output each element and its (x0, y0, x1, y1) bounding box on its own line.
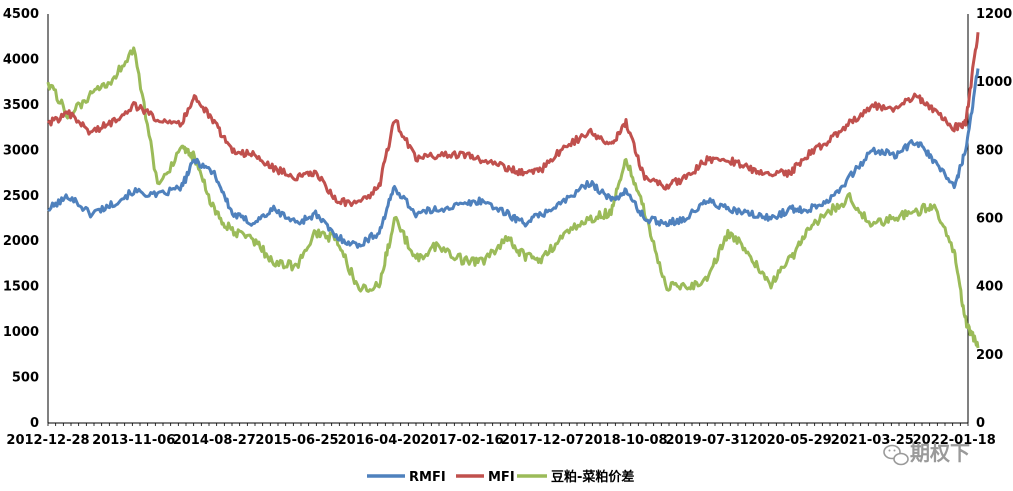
series-layer (46, 32, 980, 349)
series-line-mfi (46, 32, 980, 208)
series-line-spread (46, 46, 980, 349)
left-tick-label: 3000 (3, 143, 39, 158)
x-tick-label: 2016-04-20 (338, 433, 421, 448)
series-line-rmfi (47, 68, 980, 249)
wechat-icon (883, 444, 909, 466)
left-tick-label: 500 (12, 371, 39, 386)
x-tick-label: 2017-12-07 (501, 433, 584, 448)
x-tick-label: 2020-05-29 (749, 433, 832, 448)
axes (47, 14, 969, 424)
x-minor-ticks (47, 423, 969, 426)
left-tick-label: 4000 (3, 52, 39, 67)
x-tick-label: 2017-02-16 (420, 433, 503, 448)
watermark-text: 期权下 (910, 441, 970, 465)
x-tick-label: 2013-11-06 (92, 433, 175, 448)
right-axis-ticks: 0 200 400 600 800 1000 1200 (976, 7, 1012, 431)
x-tick-label: 2012-12-28 (6, 433, 89, 448)
left-tick-label: 3500 (3, 98, 39, 113)
left-axis-ticks: 0 500 1000 1500 2000 2500 3000 3500 4000 4500 (3, 7, 39, 431)
x-tick-label: 2015-06-25 (255, 433, 338, 448)
right-tick-label: 1200 (976, 7, 1012, 22)
x-tick-label: 2018-10-08 (584, 433, 667, 448)
legend-label: MFI (488, 470, 515, 485)
left-tick-label: 0 (30, 416, 39, 431)
right-tick-label: 400 (976, 280, 1003, 295)
right-tick-label: 0 (976, 416, 985, 431)
legend-label: 豆粕-菜粕价差 (551, 469, 634, 485)
watermark: 期权下 (883, 441, 970, 466)
x-tick-label: 2019-07-31 (666, 433, 749, 448)
left-tick-label: 1000 (3, 325, 39, 340)
legend: RMFI MFI 豆粕-菜粕价差 (367, 469, 634, 485)
legend-label: RMFI (409, 470, 446, 485)
x-tick-label: 2022-01-18 (913, 433, 996, 448)
left-tick-label: 2000 (3, 234, 39, 249)
right-tick-label: 200 (976, 348, 1003, 363)
left-tick-label: 2500 (3, 189, 39, 204)
left-tick-label: 4500 (3, 7, 39, 22)
left-tick-label: 1500 (3, 280, 39, 295)
right-tick-label: 600 (976, 212, 1003, 227)
right-tick-label: 800 (976, 143, 1003, 158)
x-tick-label: 2021-03-25 (831, 433, 914, 448)
right-tick-label: 1000 (976, 75, 1012, 90)
x-tick-label: 2014-08-27 (173, 433, 256, 448)
